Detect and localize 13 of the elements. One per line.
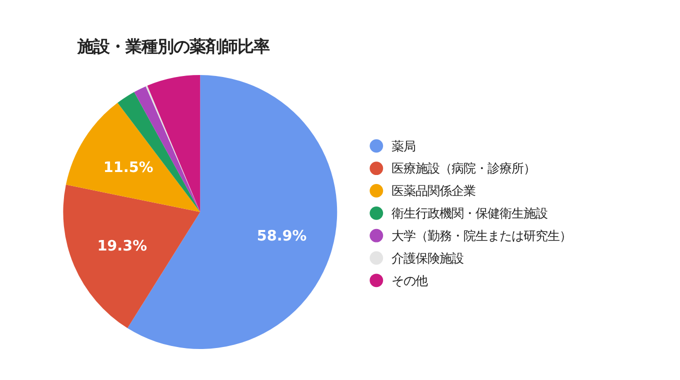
data-label: 58.9% [256,228,307,244]
legend-label: その他 [392,272,428,288]
chart-title: 施設・業種別の薬剤師比率 [76,37,270,56]
data-label: 11.5% [103,160,154,176]
legend-label: 医薬品関係企業 [392,183,476,198]
legend-label: 衛生行政機関・保健衛生施設 [392,206,548,221]
legend-label: 薬局 [392,138,416,154]
legend-label: 介護保険施設 [392,250,464,266]
pie-slice [63,184,200,328]
pie-slice [66,102,200,212]
data-label: 19.3% [97,238,148,255]
legend-label: 医療施設（病院・診療所） [392,160,536,176]
legend-label: 大学（勤務・院生または研究生） [392,228,572,243]
